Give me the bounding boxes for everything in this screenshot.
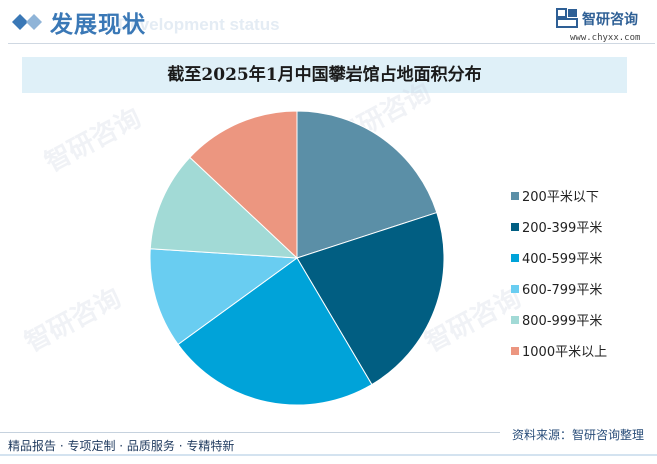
brand-name: 智研咨询 xyxy=(582,12,638,28)
legend-label: 400-599平米 xyxy=(522,252,603,267)
header-title: 发展现状 xyxy=(50,12,146,38)
brand-logo-icon xyxy=(556,8,578,28)
footer-bar xyxy=(0,454,657,456)
legend-swatch xyxy=(511,254,519,262)
legend-swatch xyxy=(511,192,519,200)
header: Development status 发展现状 智研咨询 www.chyxx.c… xyxy=(0,0,657,44)
legend-label: 1000平米以上 xyxy=(522,345,608,360)
legend-swatch xyxy=(511,223,519,231)
pie-slice-3 xyxy=(177,257,373,406)
pie-slice-5 xyxy=(149,156,299,259)
legend-label: 200-399平米 xyxy=(522,221,603,236)
legend-label: 600-799平米 xyxy=(522,283,603,298)
legend-label: 800-999平米 xyxy=(522,314,603,329)
footer-tagline: 精品报告 · 专项定制 · 品质服务 · 专精特新 xyxy=(8,439,235,453)
double-chevron-icon xyxy=(12,14,42,30)
legend-swatch xyxy=(511,347,519,355)
legend-swatch xyxy=(511,316,519,324)
pie-slice-6 xyxy=(189,110,298,260)
header-subtitle: Development status xyxy=(118,15,280,34)
pie-slice-1 xyxy=(296,110,438,259)
pie-slice-4 xyxy=(149,248,299,346)
header-divider xyxy=(8,43,655,44)
chart-title-band: 截至2025年1月中国攀岩馆占地面积分布 xyxy=(22,57,627,93)
pie-slice-2 xyxy=(296,211,445,386)
legend-swatch xyxy=(511,285,519,293)
chart-title: 截至2025年1月中国攀岩馆占地面积分布 xyxy=(167,65,482,85)
source-note: 资料来源：智研咨询整理 xyxy=(512,428,645,442)
legend-label: 200平米以下 xyxy=(522,190,599,205)
brand-url: www.chyxx.com xyxy=(570,33,641,43)
footer-divider xyxy=(0,432,500,433)
